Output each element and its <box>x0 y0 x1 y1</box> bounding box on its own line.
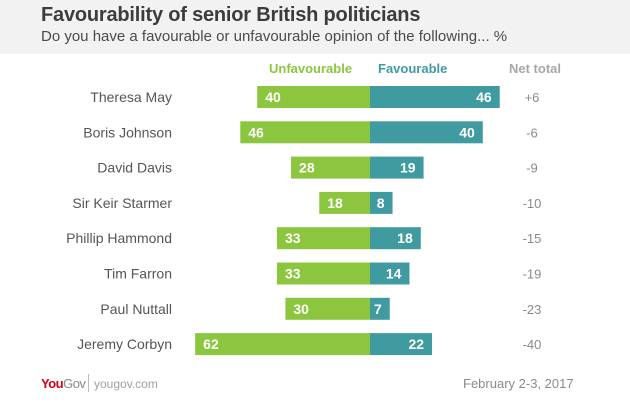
net-total-value: -10 <box>523 196 542 211</box>
data-label-unfavourable: 33 <box>285 230 301 246</box>
net-total-value: +6 <box>525 90 540 105</box>
data-label-favourable: 46 <box>476 89 492 105</box>
bar-favourable <box>370 86 500 108</box>
bar-unfavourable <box>291 156 370 179</box>
net-total-value: -19 <box>523 267 542 282</box>
net-total-value: -9 <box>526 161 538 176</box>
yougov-logo: YouGov <box>41 376 86 391</box>
category-label: David Davis <box>97 160 172 176</box>
net-total-value: -40 <box>523 337 542 352</box>
category-label: Theresa May <box>90 89 172 105</box>
chart-subtitle: Do you have a favourable or unfavourable… <box>41 28 508 45</box>
category-label: Boris Johnson <box>83 124 172 140</box>
bar-unfavourable <box>240 121 370 144</box>
data-label-favourable: 22 <box>408 336 424 352</box>
data-label-favourable: 14 <box>386 266 402 282</box>
logo-gov: Gov <box>63 376 86 391</box>
column-header-favourable: Favourable <box>378 61 448 76</box>
bar-favourable <box>370 121 483 144</box>
bar-unfavourable <box>276 227 370 250</box>
bar-favourable <box>370 191 393 214</box>
header-band: Favourability of senior British politici… <box>0 0 630 54</box>
bar-favourable <box>370 227 421 250</box>
bar-unfavourable <box>319 191 370 214</box>
net-total-value: -23 <box>523 302 542 317</box>
data-label-unfavourable: 33 <box>285 266 301 282</box>
bar-favourable <box>370 262 410 285</box>
data-label-unfavourable: 46 <box>248 124 264 140</box>
data-label-unfavourable: 28 <box>299 160 315 176</box>
category-label: Paul Nuttall <box>100 301 172 317</box>
bar-unfavourable <box>285 297 370 320</box>
column-header-net-total: Net total <box>509 61 561 76</box>
category-label: Sir Keir Starmer <box>72 195 172 211</box>
category-label: Phillip Hammond <box>66 230 172 246</box>
data-label-favourable: 18 <box>397 230 413 246</box>
data-label-unfavourable: 18 <box>327 195 343 211</box>
data-label-favourable: 7 <box>374 301 382 317</box>
logo-you: You <box>41 376 64 391</box>
bar-favourable <box>370 333 433 356</box>
net-total-value: -6 <box>526 125 538 140</box>
category-label: Tim Farron <box>104 266 172 282</box>
bar-unfavourable <box>276 262 370 285</box>
column-header-unfavourable: Unfavourable <box>269 61 353 76</box>
bar-unfavourable <box>195 333 370 356</box>
bar-unfavourable <box>257 86 370 108</box>
footer-divider <box>88 374 89 392</box>
chart-title: Favourability of senior British politici… <box>41 4 421 26</box>
data-label-unfavourable: 40 <box>265 89 281 105</box>
footer-url: yougov.com <box>94 377 158 391</box>
net-total-value: -15 <box>523 231 542 246</box>
data-label-favourable: 40 <box>459 124 475 140</box>
footer-date: February 2-3, 2017 <box>463 376 574 391</box>
bar-favourable <box>370 297 390 320</box>
data-label-unfavourable: 62 <box>203 336 219 352</box>
bar-favourable <box>370 156 424 179</box>
data-label-unfavourable: 30 <box>293 301 309 317</box>
data-label-favourable: 8 <box>377 195 385 211</box>
data-label-favourable: 19 <box>400 160 416 176</box>
category-label: Jeremy Corbyn <box>77 336 172 352</box>
